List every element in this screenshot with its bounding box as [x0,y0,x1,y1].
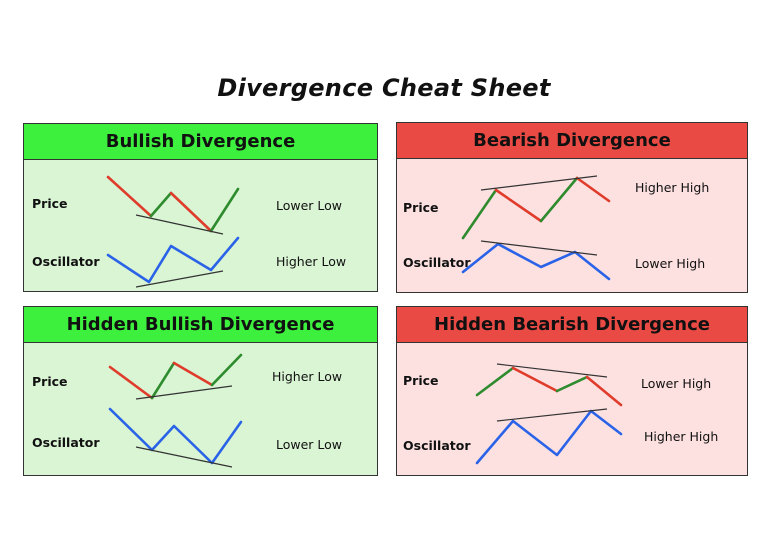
hidden-bullish-divergence-heading: Hidden Bullish Divergence [24,307,377,343]
oscillator-line [461,242,611,281]
price-down-segment [511,366,559,393]
price-label: Price [403,200,439,215]
oscillator-line [108,407,243,465]
price-label: Price [32,374,68,389]
hidden-bearish-divergence-heading: Hidden Bearish Divergence [397,307,747,343]
price-up-segment [149,191,173,218]
oscillator-label: Oscillator [403,255,471,270]
oscillator-note: Lower High [635,256,706,271]
hidden-bearish-divergence-panel: Hidden Bearish Divergence Price Lower Hi… [396,306,748,476]
hidden-bullish-divergence-panel: Hidden Bullish Divergence Price Higher L… [23,306,378,476]
price-note: Higher High [635,180,710,195]
price-up-segment [555,375,589,393]
price-down-segment [494,188,543,223]
oscillator-line [106,236,240,284]
bullish-divergence-heading: Bullish Divergence [24,124,377,160]
price-down-segment [575,176,611,203]
trendline [135,214,224,235]
trendline [480,175,598,191]
price-up-segment [461,188,498,240]
price-note: Lower Low [276,198,343,213]
price-up-segment [210,353,243,387]
price-note: Higher Low [272,369,343,384]
price-label: Price [403,373,439,388]
hidden-bullish-divergence-sketch [108,353,243,468]
oscillator-note: Higher High [644,429,719,444]
bearish-divergence-sketch [461,175,611,281]
price-up-segment [150,361,176,400]
price-up-segment [209,187,240,233]
price-down-segment [169,191,213,233]
price-note: Lower High [641,376,712,391]
oscillator-label: Oscillator [403,438,471,453]
price-down-segment [108,365,154,400]
trendline [496,408,608,422]
trendline [480,240,598,256]
oscillator-label: Oscillator [32,435,100,450]
price-down-segment [585,375,623,407]
oscillator-note: Higher Low [276,254,347,269]
bearish-divergence-heading: Bearish Divergence [397,123,747,159]
trendline [135,446,233,468]
oscillator-label: Oscillator [32,254,100,269]
oscillator-line [475,409,623,465]
trendline [496,363,608,378]
bullish-divergence-sketch [106,175,240,288]
price-down-segment [106,175,153,218]
trendline [135,270,224,288]
bearish-divergence-panel: Bearish Divergence Price Higher High Osc… [396,122,748,293]
price-label: Price [32,196,68,211]
price-up-segment [475,366,515,397]
price-up-segment [539,176,579,223]
oscillator-note: Lower Low [276,437,343,452]
price-down-segment [172,361,214,387]
bullish-divergence-panel: Bullish Divergence Price Lower Low Oscil… [23,123,378,292]
page-title: Divergence Cheat Sheet [217,74,551,102]
trendline [135,385,233,400]
hidden-bearish-divergence-sketch [475,363,623,465]
